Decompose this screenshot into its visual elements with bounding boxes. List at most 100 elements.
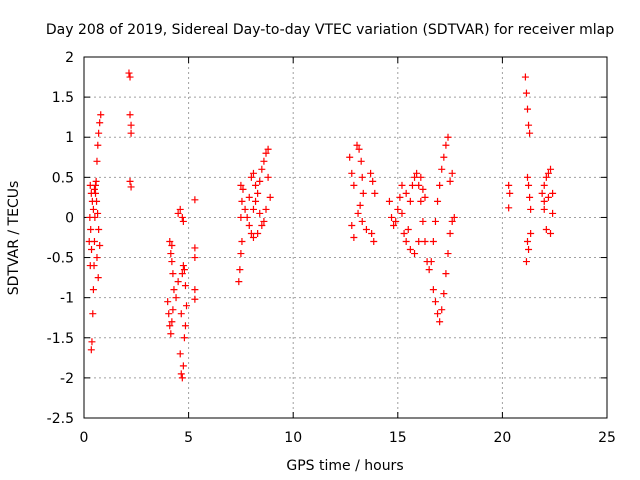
data-point (527, 229, 535, 237)
y-tick-label: -0.5 (47, 251, 74, 267)
data-point (237, 181, 245, 189)
data-point (440, 153, 448, 161)
data-point (438, 165, 446, 173)
y-tick-label: -1.5 (47, 331, 74, 347)
x-tick-label: 25 (598, 430, 616, 446)
data-point (90, 262, 98, 270)
data-point (264, 145, 272, 153)
data-point (179, 262, 187, 270)
data-point (258, 165, 266, 173)
data-point (178, 270, 186, 278)
data-point (236, 266, 244, 274)
data-point (95, 225, 103, 233)
data-point (247, 173, 255, 181)
data-point (408, 181, 416, 189)
data-point (168, 318, 176, 326)
x-tick-label: 20 (493, 430, 511, 446)
data-point (237, 213, 245, 221)
data-point (354, 209, 362, 217)
tick-labels: 0 5 10 15 20 25 -2.5 -2 -1.5 -1 -0.5 0 0.5 1 1.5 2 (47, 50, 616, 446)
data-point (176, 205, 184, 213)
data-point (262, 149, 270, 157)
data-point (93, 157, 101, 165)
data-point (411, 173, 419, 181)
data-point (266, 193, 274, 201)
data-point (358, 173, 366, 181)
data-point (181, 282, 189, 290)
data-point (126, 177, 134, 185)
data-point (89, 205, 97, 213)
data-point (442, 141, 450, 149)
data-point (402, 189, 410, 197)
y-tick-label: 1.5 (52, 90, 74, 106)
y-tick-label: 0.5 (52, 170, 74, 186)
data-point (89, 310, 97, 318)
data-point (525, 121, 533, 129)
data-point (191, 295, 199, 303)
data-point (90, 185, 98, 193)
chart-title: Day 208 of 2019, Sidereal Day-to-day VTE… (46, 22, 614, 38)
data-point (434, 197, 442, 205)
data-point (94, 141, 102, 149)
data-point (450, 213, 458, 221)
data-point (526, 193, 534, 201)
data-point (438, 306, 446, 314)
data-point (448, 217, 456, 225)
data-point (406, 197, 414, 205)
data-point (238, 238, 246, 246)
data-point (245, 193, 253, 201)
data-point (168, 258, 176, 266)
data-point (524, 238, 532, 246)
data-point (357, 157, 365, 165)
y-tick-label: -2 (60, 371, 74, 387)
data-point (356, 201, 364, 209)
data-point (369, 177, 377, 185)
x-axis-label: GPS time / hours (286, 458, 403, 474)
data-point (429, 238, 437, 246)
data-point (446, 229, 454, 237)
data-point (522, 258, 530, 266)
data-point (179, 217, 187, 225)
x-tick-label: 5 (184, 430, 193, 446)
data-point (425, 266, 433, 274)
data-point (398, 181, 406, 189)
data-point (165, 310, 173, 318)
data-point (88, 246, 96, 254)
data-point (547, 165, 555, 173)
data-point (92, 181, 100, 189)
data-point (87, 346, 95, 354)
data-point (92, 177, 100, 185)
data-point (245, 221, 253, 229)
data-point (522, 89, 530, 97)
data-point (542, 225, 550, 233)
data-point (358, 217, 366, 225)
data-point (444, 133, 452, 141)
x-tick-label: 10 (284, 430, 302, 446)
data-point (241, 205, 249, 213)
y-tick-label: -2.5 (47, 411, 74, 427)
data-point (164, 298, 172, 306)
data-point (440, 290, 448, 298)
data-point (168, 242, 176, 250)
data-point (87, 225, 95, 233)
data-point (421, 193, 429, 201)
data-point (256, 209, 264, 217)
data-point (177, 310, 185, 318)
data-point (524, 105, 532, 113)
data-point (544, 169, 552, 177)
data-point (264, 173, 272, 181)
data-point (406, 246, 414, 254)
data-point (434, 310, 442, 318)
data-point (404, 225, 412, 233)
data-point (505, 181, 513, 189)
data-point (400, 229, 408, 237)
data-point (93, 254, 101, 262)
data-point (544, 193, 552, 201)
data-point (353, 141, 361, 149)
data-point (540, 197, 548, 205)
data-point (402, 238, 410, 246)
data-point (521, 73, 529, 81)
data-point (254, 229, 262, 237)
data-point (540, 181, 548, 189)
data-point (172, 294, 180, 302)
